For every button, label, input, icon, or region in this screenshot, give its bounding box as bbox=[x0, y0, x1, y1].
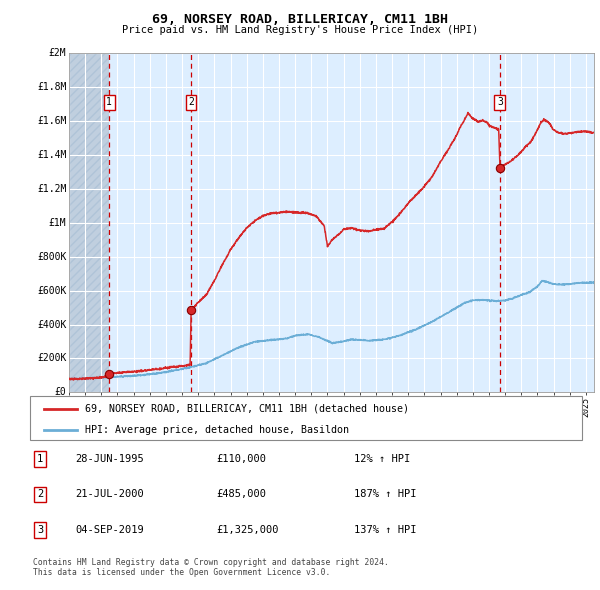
Text: £1.2M: £1.2M bbox=[37, 184, 67, 194]
Text: £1.4M: £1.4M bbox=[37, 150, 67, 160]
Text: 2: 2 bbox=[188, 97, 194, 107]
Text: 2: 2 bbox=[37, 490, 43, 499]
Text: 21-JUL-2000: 21-JUL-2000 bbox=[75, 490, 144, 499]
Text: £1.8M: £1.8M bbox=[37, 82, 67, 92]
Text: 3: 3 bbox=[37, 525, 43, 535]
Text: 187% ↑ HPI: 187% ↑ HPI bbox=[354, 490, 416, 499]
Text: £1M: £1M bbox=[49, 218, 67, 228]
Text: 69, NORSEY ROAD, BILLERICAY, CM11 1BH (detached house): 69, NORSEY ROAD, BILLERICAY, CM11 1BH (d… bbox=[85, 404, 409, 414]
Text: £2M: £2M bbox=[49, 48, 67, 58]
Text: £400K: £400K bbox=[37, 320, 67, 329]
Bar bbox=[69, 53, 109, 392]
Text: 1: 1 bbox=[106, 97, 112, 107]
Text: 12% ↑ HPI: 12% ↑ HPI bbox=[354, 454, 410, 464]
Bar bbox=[109, 53, 594, 392]
Text: 69, NORSEY ROAD, BILLERICAY, CM11 1BH: 69, NORSEY ROAD, BILLERICAY, CM11 1BH bbox=[152, 13, 448, 26]
Text: £0: £0 bbox=[55, 388, 67, 397]
Text: £485,000: £485,000 bbox=[216, 490, 266, 499]
Text: £1,325,000: £1,325,000 bbox=[216, 525, 278, 535]
Text: Price paid vs. HM Land Registry's House Price Index (HPI): Price paid vs. HM Land Registry's House … bbox=[122, 25, 478, 35]
Text: £800K: £800K bbox=[37, 252, 67, 261]
Text: Contains HM Land Registry data © Crown copyright and database right 2024.
This d: Contains HM Land Registry data © Crown c… bbox=[33, 558, 389, 577]
Text: £1.6M: £1.6M bbox=[37, 116, 67, 126]
Text: 137% ↑ HPI: 137% ↑ HPI bbox=[354, 525, 416, 535]
Text: 1: 1 bbox=[37, 454, 43, 464]
Text: 3: 3 bbox=[497, 97, 503, 107]
Text: £600K: £600K bbox=[37, 286, 67, 296]
Text: 28-JUN-1995: 28-JUN-1995 bbox=[75, 454, 144, 464]
Text: £110,000: £110,000 bbox=[216, 454, 266, 464]
Text: £200K: £200K bbox=[37, 353, 67, 363]
Text: 04-SEP-2019: 04-SEP-2019 bbox=[75, 525, 144, 535]
Text: HPI: Average price, detached house, Basildon: HPI: Average price, detached house, Basi… bbox=[85, 425, 349, 435]
